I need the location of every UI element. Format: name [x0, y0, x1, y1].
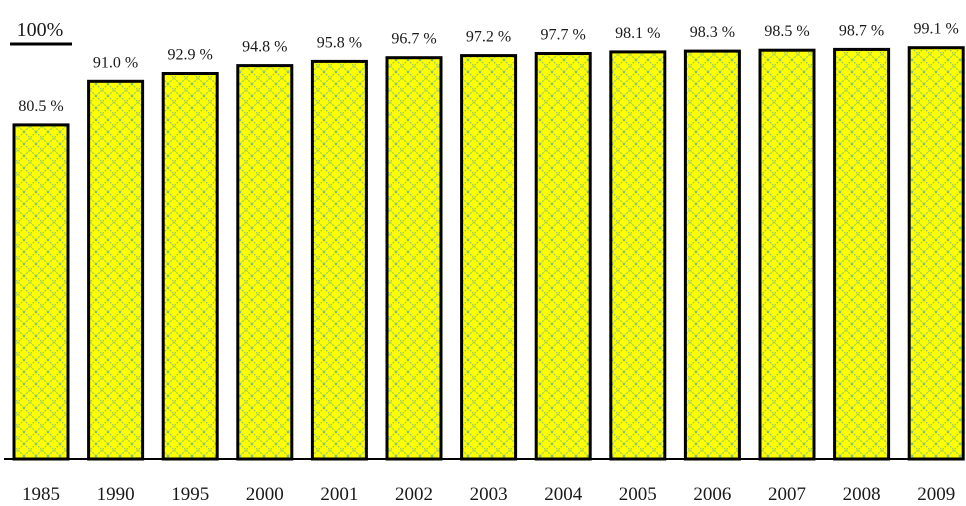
x-tick-2008: 2008: [843, 484, 881, 505]
data-label-2001: 95.8 %: [317, 34, 362, 51]
x-tick-labels-group: 1985 1990 1995 2000 2001 2002 2003 2004 2005 2006…: [22, 484, 955, 505]
data-label-2006: 98.3 %: [690, 24, 735, 41]
x-tick-2004: 2004: [544, 484, 583, 505]
data-label-2000: 94.8 %: [242, 39, 287, 56]
bar-2001: [310, 59, 368, 461]
data-label-1990: 91.0 %: [93, 54, 138, 71]
data-label-2007: 98.5 %: [764, 23, 809, 40]
bar-1990: [87, 79, 145, 461]
bar-2008: [833, 47, 891, 461]
data-label-2005: 98.1 %: [615, 25, 660, 42]
bar-2004: [534, 52, 592, 461]
x-tick-1995: 1995: [171, 484, 209, 505]
x-tick-2002: 2002: [395, 484, 433, 505]
x-tick-1990: 1990: [97, 484, 135, 505]
data-label-2002: 96.7 %: [391, 31, 436, 48]
x-tick-2006: 2006: [693, 484, 731, 505]
bar-2002: [385, 56, 443, 461]
x-tick-2009: 2009: [917, 484, 955, 505]
data-label-1995: 92.9 %: [168, 47, 213, 64]
data-label-2008: 98.7 %: [839, 22, 884, 39]
bar-2009: [907, 46, 965, 461]
x-tick-2001: 2001: [320, 484, 358, 505]
x-tick-2007: 2007: [768, 484, 806, 505]
x-tick-2003: 2003: [470, 484, 508, 505]
bar-2000: [236, 64, 294, 461]
bar-2007: [758, 48, 816, 461]
bar-2006: [683, 49, 741, 461]
x-tick-2000: 2000: [246, 484, 284, 505]
bars-group: [12, 46, 965, 461]
bar-1995: [161, 72, 219, 461]
reference-group: 100%: [10, 19, 72, 46]
bar-2005: [609, 50, 667, 461]
data-label-2004: 97.7 %: [541, 27, 586, 44]
bar-2003: [460, 54, 518, 461]
x-tick-1985: 1985: [22, 484, 60, 505]
data-label-2009: 99.1 %: [914, 21, 959, 38]
data-label-2003: 97.2 %: [466, 29, 511, 46]
data-label-1985: 80.5 %: [18, 98, 63, 115]
x-tick-2005: 2005: [619, 484, 657, 505]
data-labels-group: 80.5 % 91.0 % 92.9 % 94.8 % 95.8 % 96.7 % 97.2…: [18, 21, 959, 115]
reference-label: 100%: [17, 19, 64, 41]
bar-1985: [12, 123, 70, 461]
